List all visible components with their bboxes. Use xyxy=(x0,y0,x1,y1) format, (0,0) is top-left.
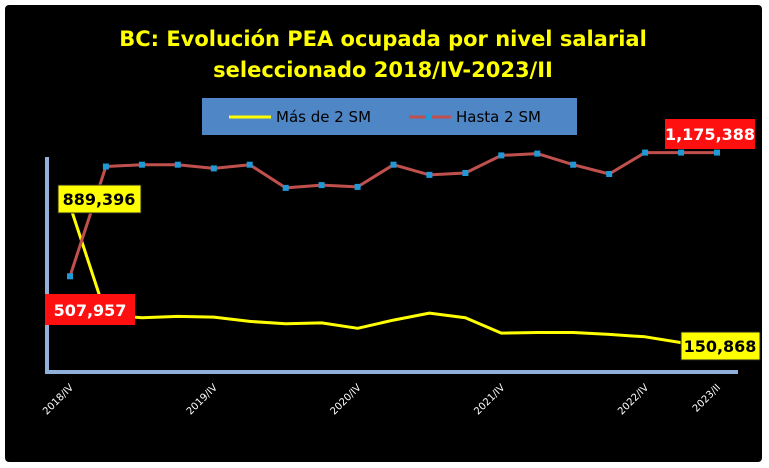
callout-150868: 150,868 xyxy=(680,331,761,361)
callout-507957-text: 507,957 xyxy=(54,301,127,320)
series-point-hasta-2-sm xyxy=(102,163,109,170)
x-tick-label: 2018/IV xyxy=(41,382,76,417)
legend: Más de 2 SM Hasta 2 SM xyxy=(202,98,577,135)
callout-507957: 507,957 xyxy=(45,294,135,325)
x-tick-label: 2022/IV xyxy=(616,382,651,417)
chart-frame: BC: Evolución PEA ocupada por nivel sala… xyxy=(5,5,762,462)
series-point-hasta-2-sm xyxy=(282,184,289,191)
callout-150868-box xyxy=(680,331,761,361)
chart-svg: BC: Evolución PEA ocupada por nivel sala… xyxy=(41,27,761,417)
series-point-hasta-2-sm xyxy=(642,149,649,156)
chart-title: BC: Evolución PEA ocupada por nivel sala… xyxy=(119,27,647,51)
callout-1175388: 1,175,388 xyxy=(665,119,755,149)
x-tick-label: 2023/II xyxy=(691,382,723,414)
series-line-m-s-de-2-sm xyxy=(68,205,717,345)
x-tick-label: 2019/IV xyxy=(185,382,220,417)
callout-1175388-box xyxy=(665,119,755,149)
series-point-hasta-2-sm xyxy=(138,161,145,168)
series-layer xyxy=(67,149,720,345)
series-point-hasta-2-sm xyxy=(210,165,217,172)
series-point-hasta-2-sm xyxy=(174,161,181,168)
chart-subtitle: seleccionado 2018/IV-2023/II xyxy=(213,58,553,82)
x-tick-label: 2021/IV xyxy=(472,382,507,417)
series-point-hasta-2-sm xyxy=(318,182,325,189)
legend-marker-hasta-2-sm xyxy=(426,114,432,120)
series-point-hasta-2-sm xyxy=(390,161,397,168)
x-tick-labels: 2018/IV 2019/IV 2020/IV 2021/IV 2022/IV 2023/… xyxy=(41,382,723,417)
series-point-hasta-2-sm xyxy=(426,171,433,178)
callout-507957-box xyxy=(45,294,135,325)
series-point-hasta-2-sm xyxy=(354,183,361,190)
series-line-hasta-2-sm xyxy=(68,151,717,277)
legend-label-hasta-2-sm: Hasta 2 SM xyxy=(456,108,541,126)
series-point-hasta-2-sm xyxy=(462,170,469,176)
series-point-hasta-2-sm xyxy=(498,152,505,159)
series-point-hasta-2-sm xyxy=(678,149,685,156)
series-point-hasta-2-sm xyxy=(534,150,541,157)
callout-889396-text: 889,396 xyxy=(63,190,136,209)
callout-150868-text: 150,868 xyxy=(684,337,757,356)
series-point-hasta-2-sm xyxy=(246,161,253,168)
callout-889396-box xyxy=(57,184,142,214)
callout-889396: 889,396 xyxy=(57,184,142,214)
legend-label-mas-de-2-sm: Más de 2 SM xyxy=(276,108,371,126)
series-point-hasta-2-sm xyxy=(570,161,577,168)
callout-1175388-text: 1,175,388 xyxy=(665,125,755,144)
series-point-hasta-2-sm xyxy=(714,149,720,156)
series-point-hasta-2-sm xyxy=(67,273,73,280)
series-point-hasta-2-sm xyxy=(606,171,613,177)
x-tick-label: 2020/IV xyxy=(329,382,364,417)
